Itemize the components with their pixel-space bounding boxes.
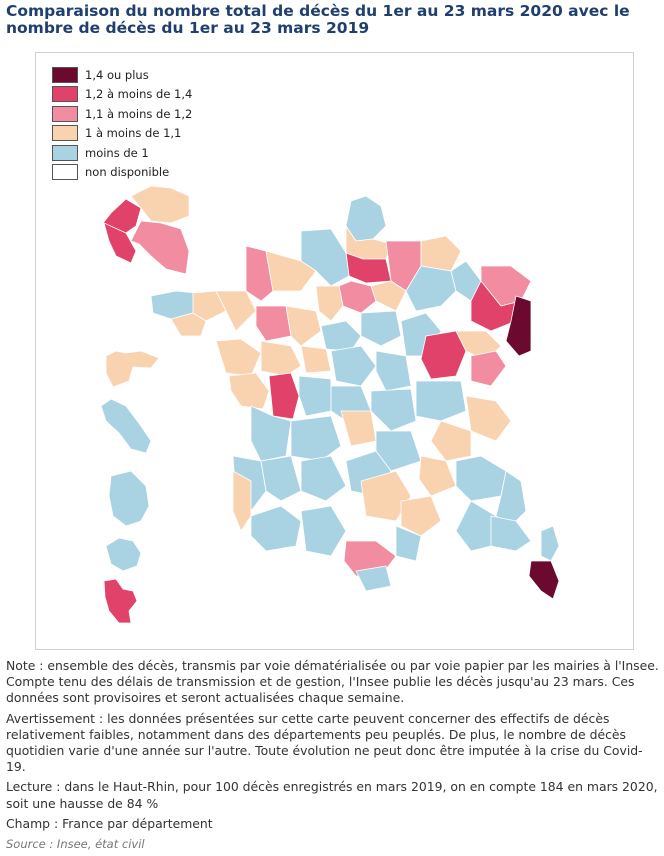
region-metro xyxy=(338,280,377,314)
legend-label: 1,2 à moins de 1,4 xyxy=(85,87,193,102)
legend-item: 1,1 à moins de 1,2 xyxy=(52,104,192,124)
legend-label: non disponible xyxy=(85,165,170,180)
legend-swatch xyxy=(52,125,78,142)
region-overseas xyxy=(108,470,150,527)
region-metro xyxy=(300,505,347,557)
region-metro xyxy=(285,305,322,347)
region-metro xyxy=(260,455,302,502)
region-metro xyxy=(250,505,302,552)
region-metro xyxy=(265,250,317,292)
region-metro xyxy=(250,405,292,462)
region-metro xyxy=(470,350,507,387)
region-metro xyxy=(375,430,422,472)
region-corsica xyxy=(528,560,560,600)
legend-item: 1 à moins de 1,1 xyxy=(52,124,192,144)
region-metro xyxy=(215,338,262,377)
region-metro xyxy=(290,415,342,462)
region-corsica xyxy=(540,525,560,562)
region-metro xyxy=(192,290,227,322)
region-metro xyxy=(400,495,442,537)
choropleth-map xyxy=(100,185,560,624)
legend-swatch xyxy=(52,144,78,161)
region-metro xyxy=(320,320,362,352)
region-metro xyxy=(415,380,467,422)
region-metro xyxy=(300,345,332,374)
region-metro xyxy=(345,195,387,242)
page-title: Comparaison du nombre total de décès du … xyxy=(6,2,630,37)
region-metro xyxy=(255,305,292,342)
region-metro xyxy=(418,455,457,497)
region-metro xyxy=(245,245,274,302)
region-metro xyxy=(330,345,377,387)
scope-text: Champ : France par département xyxy=(6,815,213,831)
legend-label: 1,4 ou plus xyxy=(85,67,149,82)
legend-swatch xyxy=(52,105,78,122)
legend-swatch xyxy=(52,86,78,103)
legend-item: 1,4 ou plus xyxy=(52,65,192,85)
region-metro xyxy=(370,280,407,312)
region-metro xyxy=(395,525,422,562)
region-metro xyxy=(455,455,507,502)
region-overseas xyxy=(105,537,142,572)
region-metro xyxy=(375,350,412,392)
region-metro xyxy=(228,372,270,410)
legend-item: 1,2 à moins de 1,4 xyxy=(52,85,192,105)
legend-label: 1 à moins de 1,1 xyxy=(85,126,182,141)
region-metro xyxy=(340,410,377,447)
region-metro xyxy=(455,500,497,552)
region-metro xyxy=(268,372,300,420)
region-overseas xyxy=(105,350,160,388)
legend-label: 1,1 à moins de 1,2 xyxy=(85,106,193,121)
map-notes: Note : ensemble des décès, transmis par … xyxy=(6,658,660,856)
warning-text: Avertissement : les données présentées s… xyxy=(6,710,643,775)
map-panel: 1,4 ou plus 1,2 à moins de 1,4 1,1 à moi… xyxy=(35,52,634,650)
legend-swatch xyxy=(52,66,78,83)
region-metro xyxy=(170,312,207,337)
region-metro xyxy=(232,470,252,532)
region-idf-inset xyxy=(130,185,190,224)
legend-item: moins de 1 xyxy=(52,143,192,163)
region-metro xyxy=(490,515,532,552)
region-metro xyxy=(260,340,302,377)
region-metro xyxy=(370,388,417,432)
region-metro xyxy=(355,565,392,592)
region-metro xyxy=(315,285,344,322)
region-overseas xyxy=(103,578,138,624)
legend-label: moins de 1 xyxy=(85,145,149,160)
region-metro xyxy=(298,375,332,417)
note-text: Note : ensemble des décès, transmis par … xyxy=(6,658,659,706)
region-metro xyxy=(360,310,402,347)
region-metro xyxy=(420,235,462,272)
region-metro xyxy=(300,455,347,502)
region-metro xyxy=(215,290,257,332)
reading-text: Lecture : dans le Haut-Rhin, pour 100 dé… xyxy=(6,779,658,811)
source-text: Source : Insee, état civil xyxy=(6,837,145,852)
map-legend: 1,4 ou plus 1,2 à moins de 1,4 1,1 à moi… xyxy=(52,65,192,182)
legend-swatch xyxy=(52,164,78,181)
region-idf-inset xyxy=(130,220,190,275)
region-idf-inset xyxy=(103,222,137,264)
legend-item: non disponible xyxy=(52,163,192,183)
region-overseas xyxy=(100,398,152,454)
region-metro xyxy=(430,420,472,462)
region-metro xyxy=(465,395,512,442)
region-metro xyxy=(505,295,532,357)
